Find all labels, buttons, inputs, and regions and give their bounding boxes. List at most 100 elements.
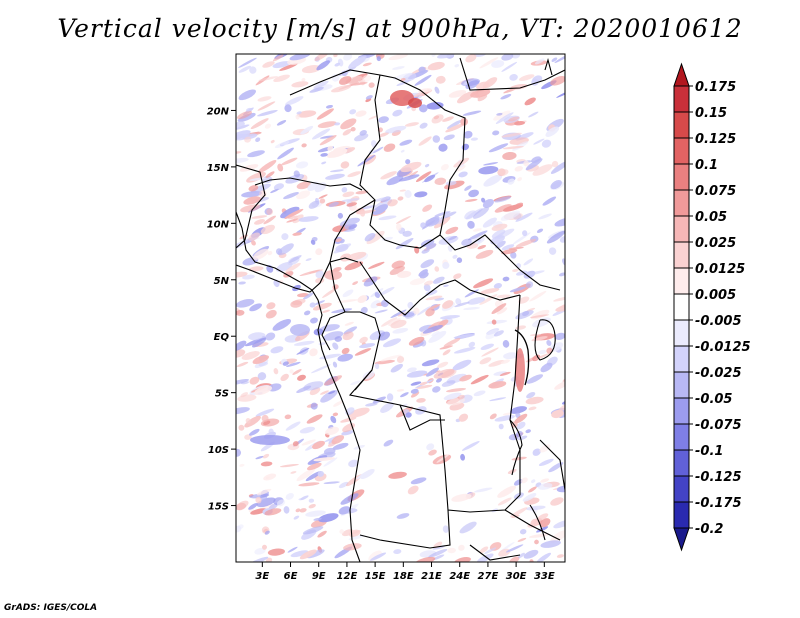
velocity-cell: [342, 191, 355, 198]
x-tick-label: 30E: [506, 571, 527, 582]
velocity-cell: [501, 244, 515, 251]
velocity-cell: [378, 331, 391, 341]
velocity-cell: [248, 232, 260, 241]
velocity-cell: [532, 164, 553, 176]
velocity-cell: [397, 196, 404, 201]
velocity-cell: [337, 353, 353, 362]
velocity-cell: [434, 266, 440, 272]
velocity-cell: [249, 493, 270, 499]
velocity-cell: [293, 170, 300, 178]
velocity-cell: [366, 230, 385, 245]
velocity-cell: [519, 74, 535, 81]
velocity-cell: [268, 428, 274, 435]
velocity-cell: [257, 372, 267, 381]
velocity-cell: [279, 464, 299, 468]
velocity-cell: [416, 384, 433, 389]
velocity-cell: [475, 249, 494, 259]
velocity-cell: [434, 211, 451, 217]
velocity-cell: [502, 276, 510, 282]
velocity-cell: [337, 299, 358, 303]
velocity-cell: [340, 493, 359, 505]
velocity-cell: [295, 161, 309, 169]
velocity-cell: [455, 298, 462, 306]
velocity-cell: [293, 340, 315, 346]
velocity-cell: [357, 295, 368, 304]
velocity-cell: [355, 190, 369, 195]
velocity-cell: [431, 331, 440, 337]
velocity-cell: [551, 57, 558, 62]
velocity-cell: [354, 133, 369, 142]
velocity-feature: [408, 98, 422, 108]
velocity-cell: [307, 181, 319, 191]
velocity-cell: [268, 503, 278, 511]
velocity-cell: [296, 190, 311, 200]
velocity-cell: [518, 296, 530, 304]
velocity-cell: [249, 303, 262, 312]
velocity-cell: [321, 309, 331, 313]
velocity-cell: [359, 343, 376, 349]
velocity-cell: [388, 54, 408, 61]
velocity-cell: [309, 348, 318, 357]
velocity-cell: [445, 387, 467, 393]
colorbar-label: -0.05: [695, 392, 732, 407]
velocity-cell: [324, 375, 342, 386]
velocity-cell: [252, 355, 270, 365]
velocity-cell: [481, 347, 499, 357]
velocity-cell: [296, 468, 316, 482]
velocity-cell: [515, 270, 528, 276]
velocity-cell: [551, 160, 559, 168]
velocity-cell: [426, 102, 444, 110]
grads-credit: GrADS: IGES/COLA: [4, 603, 98, 613]
velocity-cell: [265, 332, 276, 341]
velocity-cell: [265, 309, 277, 319]
velocity-cell: [236, 407, 250, 415]
velocity-cell: [528, 533, 550, 538]
velocity-cell: [496, 294, 511, 299]
velocity-cell: [368, 261, 385, 269]
velocity-cell: [264, 508, 282, 516]
velocity-cell: [313, 300, 326, 306]
velocity-cell: [236, 361, 249, 367]
velocity-cell: [292, 369, 302, 375]
velocity-cell: [477, 94, 488, 102]
velocity-cell: [325, 426, 339, 436]
velocity-cell: [276, 120, 287, 126]
velocity-cell: [247, 150, 265, 158]
velocity-cell: [489, 413, 497, 420]
velocity-cell: [381, 317, 398, 327]
y-axis: 20N 15N 10N 5N EQ 5S 10S 15S: [207, 106, 236, 513]
velocity-cell: [292, 441, 299, 447]
velocity-cell: [372, 396, 386, 404]
velocity-cell: [392, 327, 409, 334]
velocity-cell: [400, 149, 405, 153]
velocity-cell: [477, 553, 494, 562]
velocity-cell: [479, 357, 492, 365]
velocity-cell: [298, 482, 320, 487]
velocity-cell: [488, 143, 509, 153]
velocity-cell: [284, 414, 292, 420]
velocity-cell: [257, 96, 272, 102]
velocity-cell: [420, 259, 435, 269]
velocity-cell: [385, 125, 407, 134]
velocity-cell: [322, 287, 338, 298]
velocity-cell: [470, 89, 491, 98]
velocity-cell: [473, 207, 489, 219]
velocity-cell: [433, 541, 443, 549]
velocity-cell: [401, 403, 408, 408]
velocity-cell: [542, 196, 557, 206]
velocity-cell: [374, 363, 380, 370]
velocity-cell: [552, 307, 565, 316]
velocity-cell: [491, 229, 506, 239]
velocity-cell: [262, 453, 270, 459]
velocity-cell: [238, 281, 246, 285]
velocity-cell: [387, 199, 398, 207]
velocity-cell: [372, 146, 384, 154]
velocity-cell: [446, 119, 463, 129]
velocity-cell: [439, 345, 453, 350]
velocity-field: [236, 54, 565, 562]
velocity-cell: [426, 367, 439, 377]
velocity-cell: [319, 198, 326, 204]
velocity-cell: [538, 458, 554, 467]
velocity-cell: [348, 223, 358, 230]
velocity-cell: [534, 353, 550, 361]
